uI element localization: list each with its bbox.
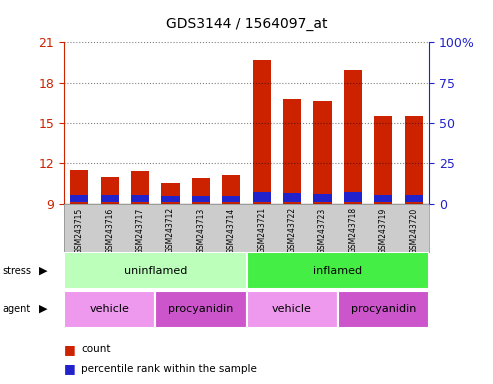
Text: ■: ■: [64, 343, 76, 356]
Bar: [101, 177, 119, 204]
Bar: [374, 195, 392, 202]
Text: GSM243717: GSM243717: [136, 207, 144, 253]
Text: GSM243722: GSM243722: [287, 207, 297, 253]
Bar: [161, 184, 179, 204]
Text: stress: stress: [2, 266, 32, 276]
Bar: [252, 192, 271, 202]
Text: GSM243716: GSM243716: [105, 207, 114, 253]
Bar: [161, 196, 179, 202]
Text: vehicle: vehicle: [90, 304, 130, 314]
Text: procyanidin: procyanidin: [351, 304, 416, 314]
Bar: [405, 116, 423, 204]
Text: inflamed: inflamed: [313, 266, 362, 276]
Bar: [338, 291, 429, 328]
Bar: [374, 116, 392, 204]
Bar: [314, 101, 332, 204]
Text: GSM243714: GSM243714: [227, 207, 236, 253]
Text: GSM243713: GSM243713: [196, 207, 206, 253]
Bar: [70, 195, 88, 202]
Text: GSM243720: GSM243720: [409, 207, 418, 253]
Bar: [222, 175, 241, 204]
Text: agent: agent: [2, 304, 31, 314]
Bar: [283, 193, 301, 202]
Bar: [222, 196, 241, 202]
Bar: [192, 196, 210, 202]
Bar: [283, 99, 301, 204]
Text: GSM243723: GSM243723: [318, 207, 327, 253]
Text: GSM243721: GSM243721: [257, 207, 266, 253]
Bar: [70, 170, 88, 204]
Text: ▶: ▶: [39, 266, 48, 276]
Bar: [192, 178, 210, 204]
Text: GSM243718: GSM243718: [349, 207, 357, 253]
Bar: [246, 252, 429, 289]
Bar: [64, 252, 246, 289]
Bar: [405, 195, 423, 202]
Bar: [252, 60, 271, 204]
Bar: [246, 291, 338, 328]
Bar: [314, 194, 332, 202]
Text: GSM243719: GSM243719: [379, 207, 388, 253]
Text: GDS3144 / 1564097_at: GDS3144 / 1564097_at: [166, 17, 327, 31]
Text: GSM243712: GSM243712: [166, 207, 175, 253]
Text: GSM243715: GSM243715: [75, 207, 84, 253]
Text: ▶: ▶: [39, 304, 48, 314]
Text: uninflamed: uninflamed: [124, 266, 187, 276]
Text: procyanidin: procyanidin: [168, 304, 234, 314]
Bar: [344, 192, 362, 202]
Bar: [155, 291, 246, 328]
Bar: [131, 195, 149, 202]
Bar: [64, 291, 155, 328]
Text: vehicle: vehicle: [272, 304, 312, 314]
Bar: [101, 195, 119, 202]
Bar: [131, 171, 149, 204]
Text: percentile rank within the sample: percentile rank within the sample: [81, 364, 257, 374]
Text: ■: ■: [64, 362, 76, 375]
Text: count: count: [81, 344, 111, 354]
Bar: [344, 71, 362, 204]
